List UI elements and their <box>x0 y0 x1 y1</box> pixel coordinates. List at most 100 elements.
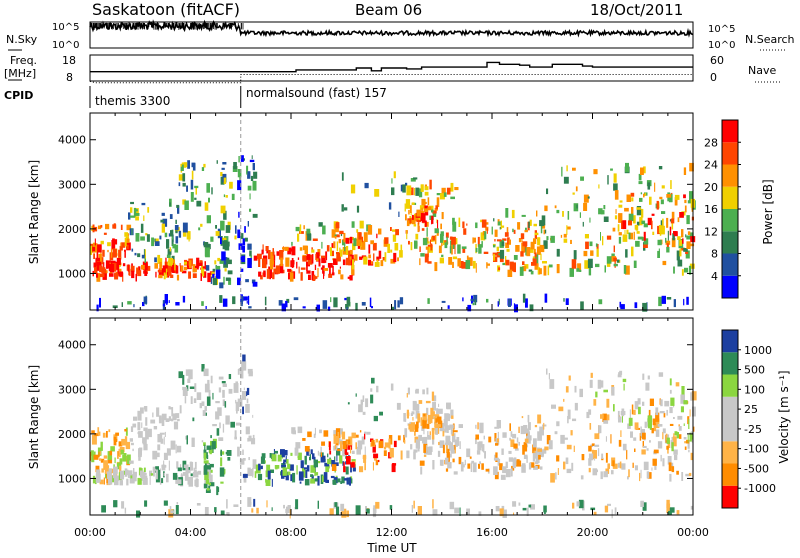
range-cell <box>424 440 427 444</box>
range-cell <box>296 465 298 475</box>
power-colorbar-swatch <box>722 253 738 276</box>
range-cell <box>628 232 631 240</box>
range-cell <box>145 233 148 236</box>
velocity-colorbar-tick-label: -1000 <box>744 482 776 495</box>
range-cell <box>184 266 188 271</box>
range-cell <box>543 240 548 249</box>
range-cell <box>418 221 420 225</box>
range-cell <box>432 210 437 214</box>
range-cell <box>436 231 439 236</box>
range-cell <box>640 426 642 437</box>
range-cell <box>163 500 168 506</box>
range-cell <box>203 368 209 377</box>
range-cell <box>363 454 367 463</box>
range-cell <box>423 454 427 457</box>
range-cell <box>99 458 102 461</box>
range-cell <box>240 155 244 162</box>
range-cell <box>349 256 352 260</box>
range-cell <box>210 469 213 473</box>
range-cell <box>282 269 285 274</box>
range-cell <box>549 379 555 389</box>
range-cell <box>566 444 572 450</box>
range-cell <box>97 447 102 456</box>
range-cell <box>287 471 291 476</box>
range-cell <box>534 252 537 258</box>
range-cell <box>286 506 288 516</box>
range-cell <box>289 272 294 282</box>
range-cell <box>359 466 364 473</box>
range-cell <box>432 509 438 516</box>
range-cell <box>267 470 271 480</box>
range-cell <box>542 261 547 264</box>
range-cell <box>685 250 690 259</box>
range-cell <box>408 210 410 215</box>
range-cell <box>251 155 253 160</box>
range-cell <box>666 194 672 198</box>
range-cell <box>656 200 659 210</box>
range-cell <box>497 221 501 226</box>
range-cell <box>423 201 427 204</box>
range-cell <box>168 406 171 410</box>
range-cell <box>124 468 128 477</box>
range-cell <box>638 181 643 185</box>
range-cell <box>423 425 425 435</box>
range-cell <box>178 182 181 187</box>
range-cell <box>143 427 148 432</box>
range-cell <box>507 237 510 245</box>
velocity-colorbar-tick-label: 500 <box>744 364 765 377</box>
range-cell <box>284 246 289 251</box>
range-cell <box>556 248 560 257</box>
range-cell <box>495 452 498 462</box>
range-cell <box>273 268 278 273</box>
range-cell <box>107 242 111 247</box>
range-cell <box>662 260 667 266</box>
range-cell <box>486 228 488 234</box>
range-cell <box>233 162 237 170</box>
range-cell <box>334 456 336 462</box>
range-cell <box>175 505 179 515</box>
range-cell <box>451 244 453 255</box>
range-cell <box>159 235 162 240</box>
range-cell <box>119 465 122 474</box>
range-cell <box>215 269 221 279</box>
range-cell <box>661 295 666 304</box>
range-cell <box>618 204 623 208</box>
range-cell <box>215 401 220 404</box>
range-cell <box>129 460 134 464</box>
range-cell <box>347 444 353 450</box>
range-cell <box>197 470 202 475</box>
x-tick-label: 04:00 <box>175 526 207 539</box>
range-cell <box>258 463 261 471</box>
range-cell <box>565 457 569 465</box>
cpid-segment-normalsound: normalsound (fast) 157 <box>246 86 387 100</box>
range-cell <box>603 420 609 424</box>
range-cell <box>639 197 643 202</box>
range-cell <box>449 246 452 254</box>
range-cell <box>537 431 542 441</box>
range-cell <box>350 462 355 468</box>
range-cell <box>499 463 503 471</box>
range-cell <box>340 232 343 237</box>
nsearch-label: N.Search <box>745 33 795 46</box>
range-cell <box>540 466 543 470</box>
range-cell <box>208 482 211 486</box>
range-cell <box>518 502 521 506</box>
range-cell <box>630 192 635 197</box>
range-cell <box>634 302 638 309</box>
range-cell <box>574 402 578 411</box>
range-cell <box>155 271 157 278</box>
range-cell <box>379 411 383 416</box>
range-cell <box>210 236 214 242</box>
range-cell <box>294 447 299 456</box>
range-cell <box>286 459 289 464</box>
range-cell <box>109 273 114 277</box>
range-cell <box>258 465 263 470</box>
range-cell <box>337 478 341 483</box>
range-cell <box>330 475 335 479</box>
range-cell <box>203 466 205 475</box>
range-cell <box>532 258 537 266</box>
range-cell <box>683 167 687 175</box>
range-cell <box>505 242 510 248</box>
range-cell <box>329 508 334 516</box>
range-cell <box>671 222 674 230</box>
